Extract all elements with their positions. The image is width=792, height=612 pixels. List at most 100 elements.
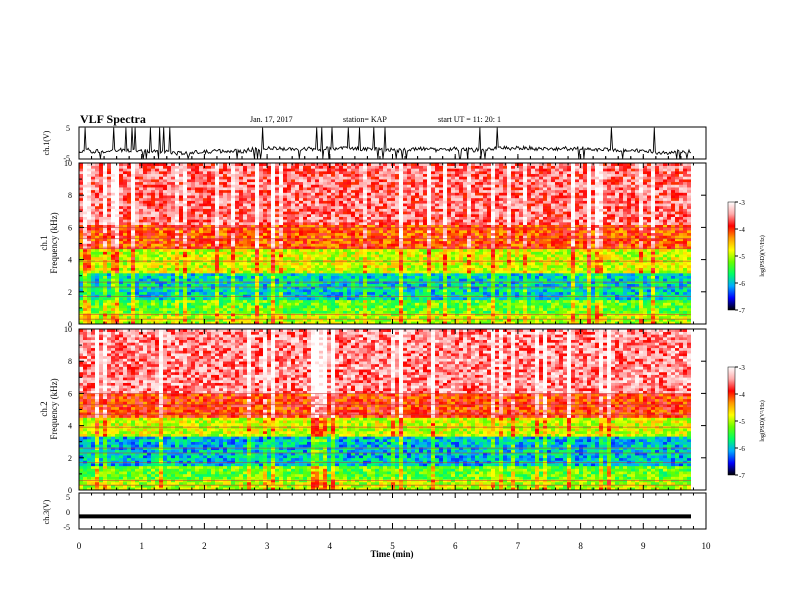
spectrogram-cell: [163, 165, 168, 169]
spectrogram-cell: [135, 213, 140, 217]
spectrogram-cell: [367, 195, 372, 199]
spectrogram-cell: [115, 227, 120, 231]
spectrogram-cell: [199, 289, 204, 293]
spectrogram-cell: [195, 200, 200, 204]
spectrogram-cell: [335, 294, 340, 298]
spectrogram-cell: [387, 310, 392, 314]
spectrogram-cell: [219, 219, 224, 223]
spectrogram-cell: [183, 224, 188, 228]
spectrogram-cell: [343, 238, 348, 242]
spectrogram-cell: [263, 251, 268, 255]
spectrogram-cell: [223, 243, 228, 247]
spectrogram-cell: [263, 222, 268, 226]
spectrogram-cell: [107, 275, 112, 279]
spectrogram-cell: [299, 313, 304, 317]
spectrogram-cell: [327, 248, 332, 252]
spectrogram-cell: [243, 176, 248, 180]
spectrogram-cell: [135, 302, 140, 306]
spectrogram-cell: [231, 195, 236, 199]
spectrogram-cell: [275, 192, 280, 196]
spectrogram-cell: [323, 168, 328, 172]
spectrogram-cell: [391, 267, 396, 271]
spectrogram-cell: [339, 275, 344, 279]
spectrogram-cell: [243, 318, 248, 322]
spectrogram-cell: [107, 165, 112, 169]
spectrogram-cell: [351, 230, 356, 234]
spectrogram-cell: [147, 264, 152, 268]
spectrogram-cell: [259, 281, 264, 285]
spectrogram-cell: [331, 278, 336, 282]
spectrogram-cell: [271, 310, 276, 314]
spectrogram-cell: [95, 246, 100, 250]
spectrogram-cell: [319, 230, 324, 234]
spectrogram-cell: [147, 195, 152, 199]
spectrogram-cell: [387, 302, 392, 306]
spectrogram-cell: [291, 281, 296, 285]
spectrogram-cell: [159, 187, 164, 191]
spectrogram-cell: [323, 275, 328, 279]
spectrogram-cell: [163, 273, 168, 276]
spectrogram-cell: [363, 181, 368, 185]
spectrogram-cell: [319, 270, 324, 274]
spectrogram-cell: [175, 243, 180, 247]
spectrogram-cell: [179, 246, 184, 250]
spectrogram-cell: [159, 235, 164, 239]
spectrogram-cell: [283, 310, 288, 314]
spectrogram-cell: [311, 289, 316, 293]
spectrogram-cell: [287, 267, 292, 271]
spectrogram-cell: [295, 321, 300, 325]
spectrogram-cell: [223, 192, 228, 196]
spectrogram-cell: [263, 195, 268, 199]
spectrogram-cell: [179, 195, 184, 199]
spectrogram-cell: [283, 307, 288, 311]
spectrogram-cell: [135, 270, 140, 274]
spectrogram-cell: [139, 195, 144, 199]
spectrogram-cell: [331, 243, 336, 247]
spectrogram-cell: [299, 200, 304, 204]
spectrogram-cell: [355, 163, 360, 166]
spectrogram-cell: [207, 273, 212, 276]
spectrogram-cell: [403, 197, 408, 201]
spectrogram-cell: [327, 176, 332, 180]
spectrogram-cell: [279, 208, 284, 212]
spectrogram-cell: [139, 254, 144, 258]
spectrogram-cell: [327, 187, 332, 191]
spectrogram-cell: [395, 240, 400, 244]
spectrogram-cell: [359, 283, 364, 287]
spectrogram-cell: [379, 235, 384, 239]
spectrogram-cell: [355, 165, 360, 169]
spectrogram-cell: [359, 286, 364, 290]
spectrogram-cell: [107, 305, 112, 309]
spectrogram-cell: [239, 313, 244, 317]
spectrogram-cell: [183, 181, 188, 185]
spectrogram-cell: [407, 294, 412, 298]
spectrogram-cell: [211, 200, 216, 204]
spectrogram-cell: [267, 318, 272, 322]
spectrogram-cell: [387, 205, 392, 209]
spectrogram-cell: [335, 187, 340, 191]
spectrogram-cell: [155, 197, 160, 201]
spectrogram-cell: [287, 189, 292, 193]
spectrogram-cell: [271, 264, 276, 268]
spectrogram-cell: [179, 270, 184, 274]
spectrogram-cell: [171, 243, 176, 247]
spectrogram-cell: [323, 179, 328, 183]
spectrogram-cell: [387, 163, 392, 166]
spectrogram-cell: [135, 305, 140, 309]
spectrogram-cell: [175, 211, 180, 215]
spectrogram-cell: [207, 181, 212, 185]
spectrogram-cell: [231, 248, 236, 252]
spectrogram-cell: [215, 203, 220, 207]
spectrogram-cell: [351, 208, 356, 212]
spectrogram-cell: [323, 195, 328, 199]
spectrogram-cell: [295, 222, 300, 226]
spectrogram-cell: [187, 254, 192, 258]
spectrogram-cell: [383, 278, 388, 282]
spectrogram-cell: [247, 297, 252, 301]
spectrogram-cell: [107, 321, 112, 325]
spectrogram-cell: [287, 246, 292, 250]
spectrogram-cell: [227, 195, 232, 199]
spectrogram-cell: [195, 219, 200, 223]
spectrogram-cell: [171, 179, 176, 183]
spectrogram-cell: [179, 227, 184, 231]
